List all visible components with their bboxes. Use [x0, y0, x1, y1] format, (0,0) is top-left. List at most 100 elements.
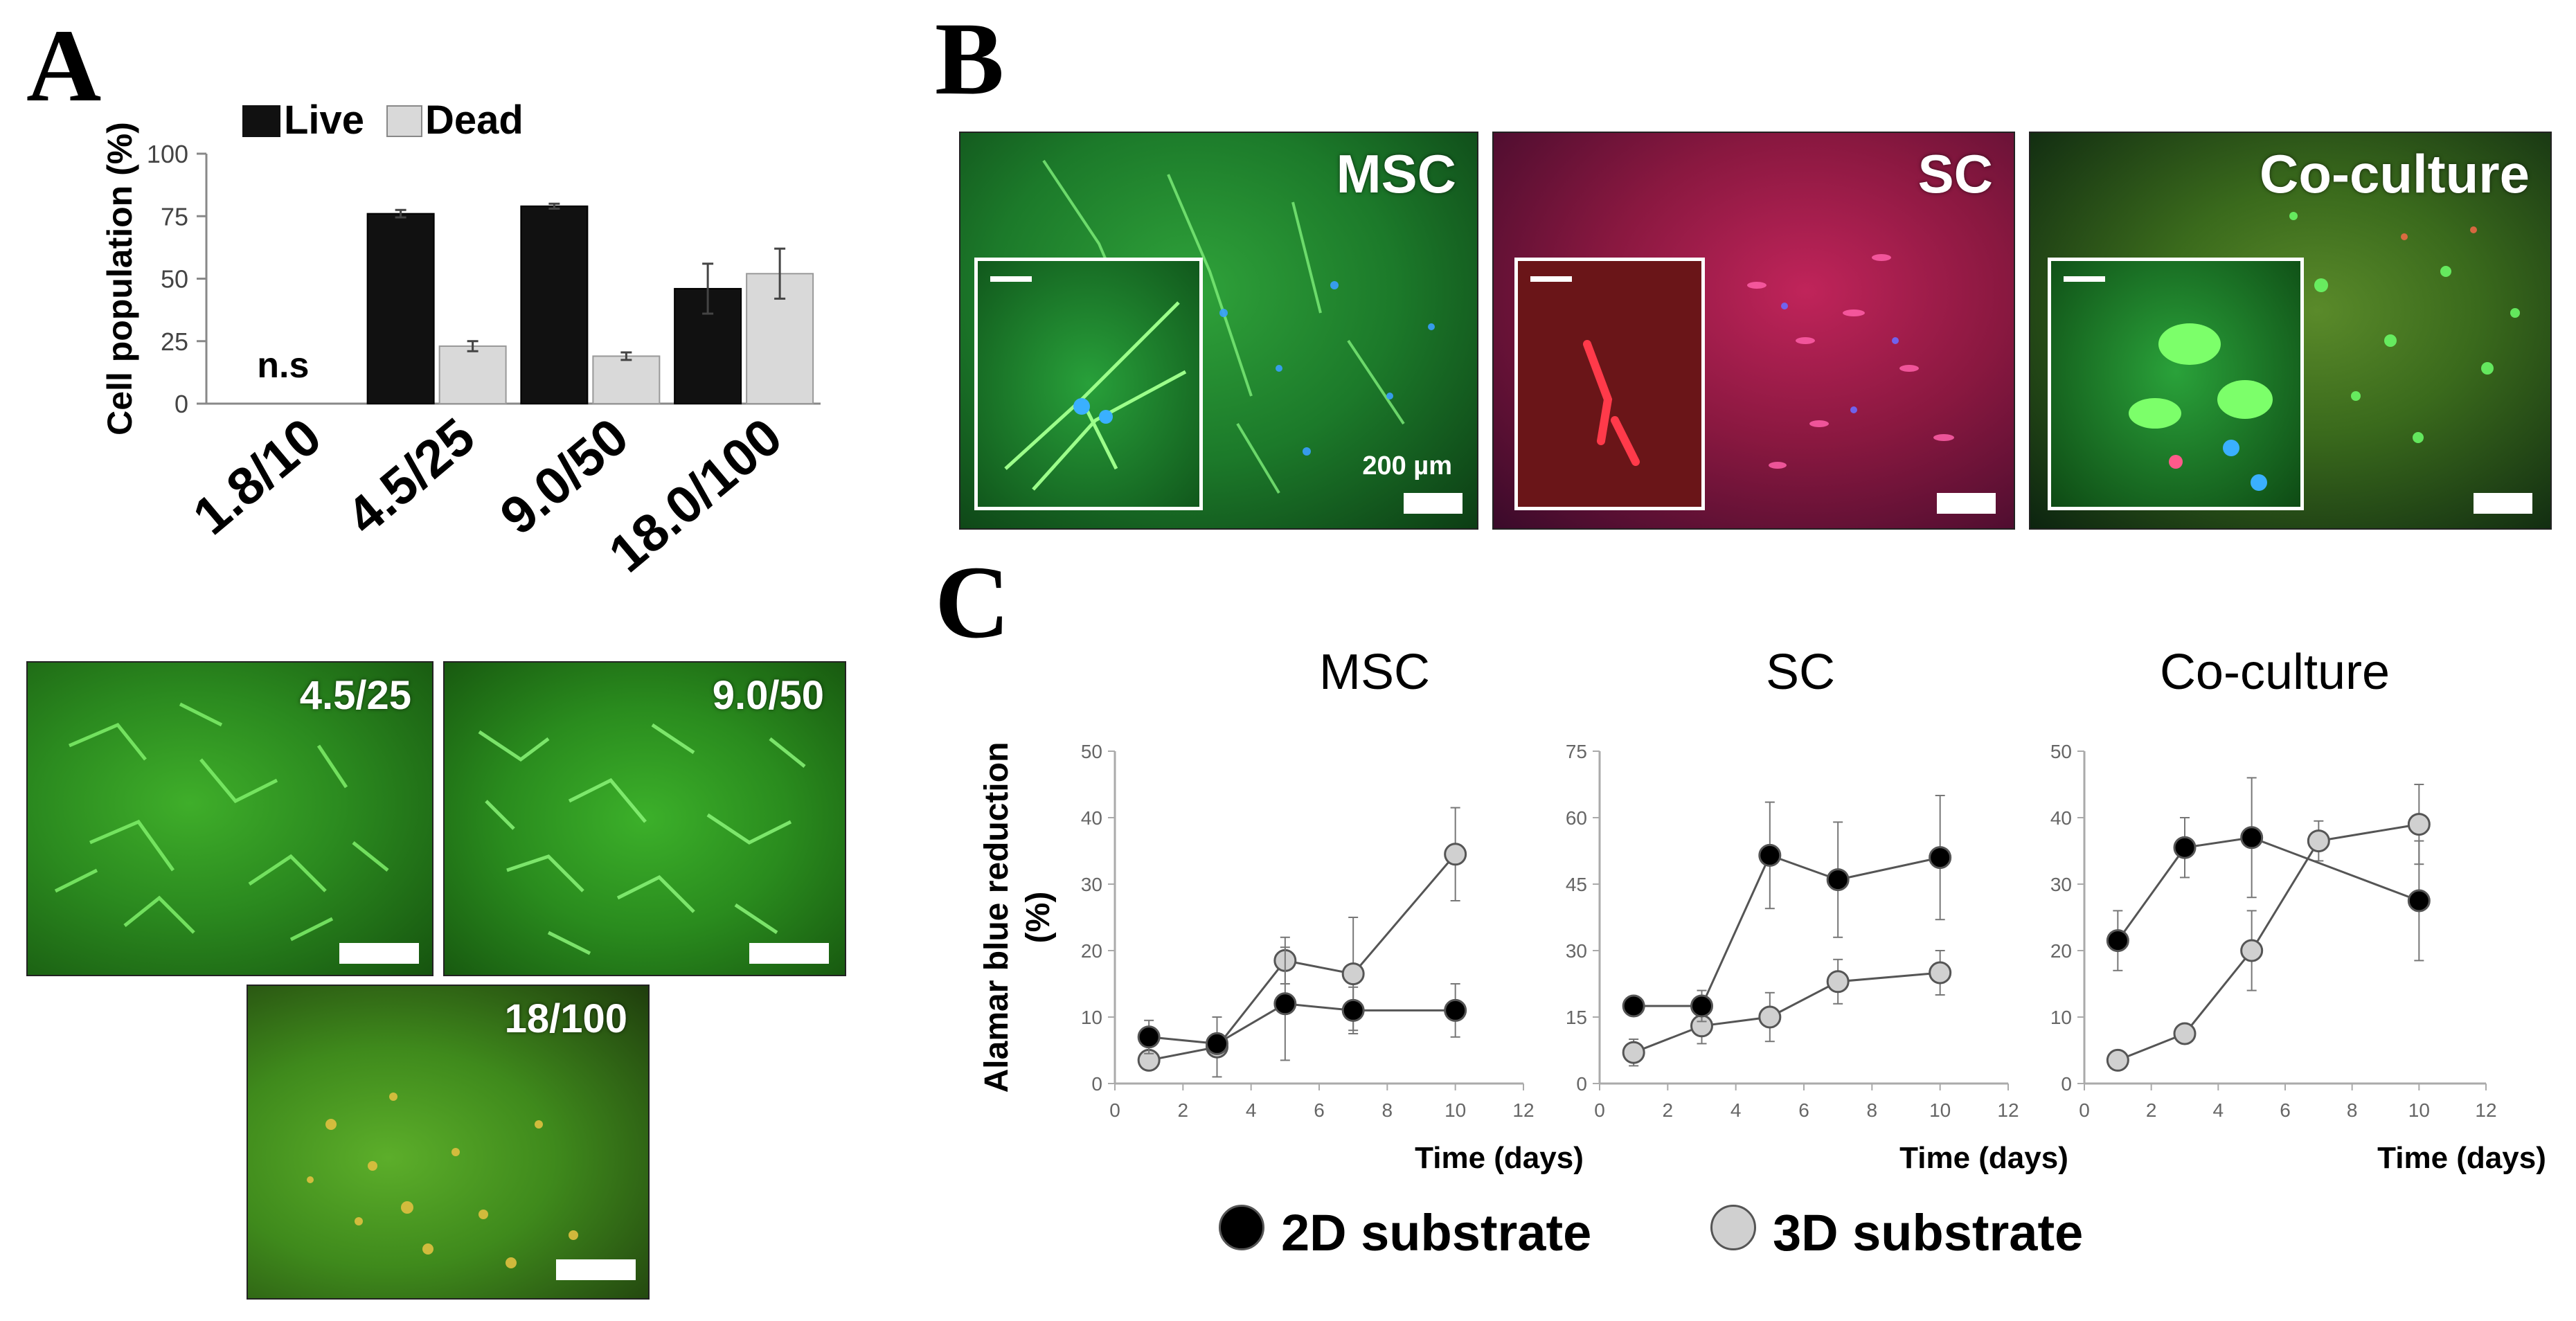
legend-3d-marker: [1710, 1205, 1756, 1250]
x-axis-label: Time (days): [1415, 1141, 1584, 1175]
y-axis-label: Cell population (%): [100, 122, 139, 435]
cell-texture: [1004, 301, 1187, 491]
y-tick-label: 50: [161, 265, 188, 294]
y-tick-label: 100: [147, 140, 188, 168]
data-point: [2106, 929, 2129, 953]
data-point: [1444, 998, 1467, 1022]
legend-dead-swatch: [386, 105, 422, 137]
legend-live-swatch: [242, 105, 280, 137]
x-tick-label: 10: [2408, 1099, 2430, 1121]
y-tick-label: 10: [2050, 1007, 2072, 1028]
cell-texture: [2129, 323, 2273, 491]
x-tick-label: 4: [2213, 1099, 2224, 1121]
scale-bar: [749, 943, 829, 964]
panel-label-a: A: [26, 8, 102, 123]
x-tick-label: 8: [1382, 1099, 1393, 1121]
inset-scale-bar: [990, 276, 1032, 282]
micrograph-msc: MSC 200 µm: [959, 132, 1478, 530]
data-point: [1929, 846, 1952, 870]
y-tick-label: 10: [1081, 1007, 1102, 1028]
legend-2d-label: 2D substrate: [1281, 1204, 1592, 1261]
data-point: [1206, 1032, 1228, 1055]
x-tick-label: 6: [2280, 1099, 2291, 1121]
panel-label-b: B: [935, 1, 1005, 116]
micrograph-4-5-25: 4.5/25: [26, 661, 433, 976]
ns-annotation: n.s: [257, 345, 309, 386]
y-tick-label: 60: [1566, 807, 1587, 829]
scale-label: 200 µm: [1362, 451, 1452, 480]
scale-bar: [1404, 493, 1463, 514]
y-axis-label: (%): [1020, 892, 1057, 944]
data-point: [1273, 992, 1297, 1016]
micrograph-label: 18/100: [504, 996, 627, 1041]
x-tick-label: 10: [1444, 1099, 1466, 1121]
y-tick-label: 0: [175, 390, 188, 418]
x-tick-label: 12: [1512, 1099, 1534, 1121]
micrograph-18-100: 18/100: [247, 985, 650, 1300]
series-line: [1149, 1003, 1456, 1045]
inset-sc: [1514, 258, 1705, 510]
x-tick-label: 18.0/100: [598, 407, 793, 584]
y-tick-label: 20: [2050, 940, 2072, 962]
series-line: [1148, 853, 1456, 1061]
scale-bar: [556, 1259, 636, 1280]
x-tick-label: 6: [1314, 1099, 1325, 1121]
data-point: [1758, 843, 1782, 867]
y-tick-label: 0: [1091, 1073, 1102, 1095]
x-tick-label: 0: [1594, 1099, 1605, 1121]
bar: [366, 213, 435, 404]
micrograph-sc: SC: [1492, 132, 2015, 530]
data-point: [2240, 939, 2264, 962]
x-tick-label: 4: [1730, 1099, 1742, 1121]
y-tick-label: 20: [1081, 940, 1102, 962]
y-tick-label: 75: [161, 202, 188, 231]
data-point: [1622, 994, 1645, 1018]
chart-title: MSC: [1319, 645, 1430, 700]
x-tick-label: 12: [2475, 1099, 2496, 1121]
legend-2d-marker: [1219, 1205, 1264, 1250]
series-line: [2117, 823, 2420, 1061]
y-tick-label: 45: [1566, 874, 1587, 895]
series-line: [2117, 836, 2420, 942]
chart-title: Co-culture: [2160, 645, 2390, 700]
x-tick-label: 8: [1867, 1099, 1878, 1121]
micrograph-label: 4.5/25: [299, 673, 411, 718]
x-axis-label: Time (days): [2377, 1141, 2546, 1175]
data-point: [1341, 998, 1365, 1022]
panel-label-c: C: [935, 545, 1010, 660]
cell-texture: [1583, 340, 1640, 466]
y-tick-label: 75: [1566, 741, 1587, 762]
scale-bar: [2474, 493, 2532, 514]
cell-texture: [478, 723, 806, 955]
data-point: [1341, 962, 1365, 986]
data-point: [2173, 1022, 2197, 1045]
cell-texture: [2289, 212, 2520, 443]
x-tick-label: 0: [1109, 1099, 1120, 1121]
x-tick-label: 1.8/10: [182, 407, 332, 546]
x-axis-label: Time (days): [1899, 1141, 2068, 1175]
data-point: [1758, 1005, 1782, 1029]
y-tick-label: 40: [1081, 807, 1102, 829]
data-point: [1690, 994, 1713, 1018]
micrograph-9-0-50: 9.0/50: [443, 661, 846, 976]
data-point: [1137, 1025, 1161, 1049]
data-point: [1826, 868, 1850, 892]
micrograph-co-culture: Co-culture: [2029, 132, 2552, 530]
x-tick-label: 4: [1246, 1099, 1257, 1121]
y-tick-label: 50: [2050, 741, 2072, 762]
data-point: [2407, 889, 2431, 913]
series-line: [1634, 854, 1940, 1007]
cell-texture: [307, 1093, 578, 1268]
inset-scale-bar: [1530, 276, 1572, 282]
cell-texture: [1747, 254, 1954, 469]
data-point: [1622, 1041, 1645, 1064]
data-point: [2240, 826, 2264, 850]
inset-msc: [974, 258, 1203, 510]
y-tick-label: 30: [1081, 874, 1102, 895]
data-point: [2307, 829, 2330, 853]
chart-title: SC: [1766, 645, 1835, 700]
bar: [520, 205, 589, 404]
x-tick-label: 8: [2347, 1099, 2358, 1121]
data-point: [2407, 813, 2431, 836]
micrograph-label: Co-culture: [2260, 143, 2530, 204]
